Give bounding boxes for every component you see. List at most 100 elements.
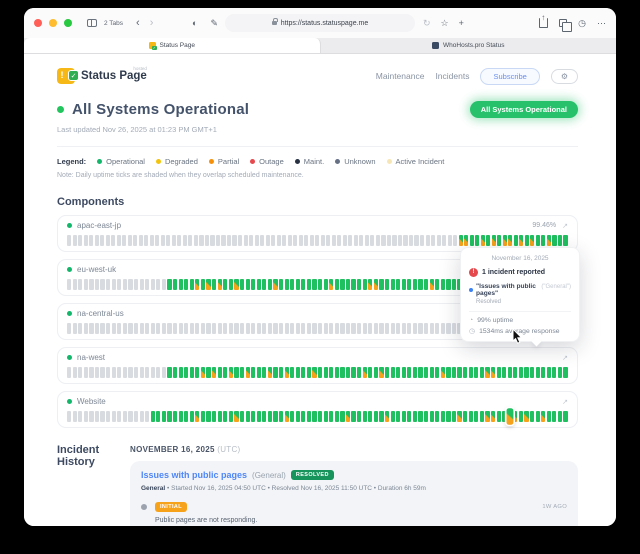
uptime-tick[interactable] — [72, 367, 77, 378]
uptime-tick[interactable] — [474, 367, 479, 378]
uptime-tick[interactable] — [340, 279, 345, 290]
reload-icon[interactable]: ↻ — [423, 17, 431, 28]
incident-title-link[interactable]: Issues with public pages — [141, 470, 248, 480]
uptime-tick[interactable] — [278, 411, 284, 422]
uptime-tick[interactable] — [276, 235, 281, 246]
uptime-tick[interactable] — [323, 323, 328, 334]
uptime-tick[interactable] — [320, 235, 325, 246]
uptime-tick[interactable] — [407, 367, 412, 378]
tab-overview-icon[interactable] — [559, 19, 573, 32]
uptime-tick[interactable] — [306, 411, 312, 422]
uptime-tick[interactable] — [78, 279, 83, 290]
uptime-tick[interactable] — [440, 411, 445, 422]
uptime-tick[interactable] — [390, 323, 395, 334]
uptime-tick[interactable] — [502, 367, 507, 378]
uptime-tick[interactable] — [156, 323, 161, 334]
uptime-tick[interactable] — [301, 323, 306, 334]
uptime-tick[interactable] — [384, 367, 390, 378]
uptime-tick[interactable] — [348, 235, 353, 246]
uptime-tick[interactable] — [172, 279, 178, 290]
uptime-tick[interactable] — [122, 323, 127, 334]
uptime-tick[interactable] — [401, 323, 406, 334]
uptime-tick[interactable] — [260, 235, 265, 246]
uptime-tick[interactable] — [111, 279, 116, 290]
uptime-tick[interactable] — [189, 411, 194, 422]
uptime-tick[interactable] — [106, 367, 111, 378]
uptime-tick[interactable] — [256, 323, 261, 334]
uptime-tick[interactable] — [401, 411, 406, 422]
uptime-tick[interactable] — [357, 323, 362, 334]
uptime-tick-hovered[interactable] — [506, 408, 514, 425]
uptime-tick[interactable] — [329, 323, 334, 334]
uptime-tick[interactable] — [301, 411, 306, 422]
uptime-tick[interactable] — [100, 235, 105, 246]
uptime-tick[interactable] — [368, 323, 373, 334]
uptime-tick[interactable] — [497, 235, 502, 246]
uptime-tick[interactable] — [206, 411, 211, 422]
uptime-tick[interactable] — [396, 411, 401, 422]
uptime-tick[interactable] — [78, 367, 83, 378]
uptime-tick[interactable] — [72, 279, 77, 290]
uptime-tick[interactable] — [541, 235, 546, 246]
uptime-tick[interactable] — [502, 411, 507, 422]
uptime-tick[interactable] — [284, 411, 289, 422]
uptime-tick[interactable] — [72, 411, 77, 422]
uptime-tick[interactable] — [329, 367, 334, 378]
uptime-tick[interactable] — [345, 323, 351, 334]
uptime-tick[interactable] — [150, 367, 155, 378]
uptime-tick[interactable] — [156, 411, 161, 422]
uptime-tick[interactable] — [245, 279, 250, 290]
expand-icon[interactable]: ↗ — [562, 354, 568, 362]
uptime-tick[interactable] — [94, 323, 100, 334]
uptime-tick[interactable] — [67, 235, 72, 246]
uptime-tick[interactable] — [351, 323, 356, 334]
uptime-tick[interactable] — [364, 235, 369, 246]
uptime-tick[interactable] — [507, 367, 512, 378]
uptime-tick[interactable] — [267, 367, 272, 378]
uptime-tick[interactable] — [451, 367, 457, 378]
reader-mode-icon[interactable]: ◐ — [192, 17, 198, 28]
uptime-tick[interactable] — [323, 279, 328, 290]
uptime-tick[interactable] — [552, 367, 557, 378]
uptime-tick[interactable] — [429, 323, 434, 334]
uptime-tick[interactable] — [290, 279, 295, 290]
uptime-tick[interactable] — [362, 323, 367, 334]
uptime-tick[interactable] — [357, 279, 362, 290]
uptime-tick[interactable] — [414, 235, 419, 246]
uptime-tick[interactable] — [133, 411, 139, 422]
uptime-tick[interactable] — [212, 367, 217, 378]
uptime-tick[interactable] — [128, 323, 133, 334]
uptime-tick[interactable] — [496, 367, 501, 378]
uptime-tick[interactable] — [451, 411, 457, 422]
uptime-tick[interactable] — [128, 411, 133, 422]
uptime-tick[interactable] — [184, 367, 189, 378]
history-clock-icon[interactable]: ◷ — [578, 17, 586, 28]
uptime-tick[interactable] — [256, 279, 261, 290]
uptime-tick[interactable] — [184, 411, 189, 422]
uptime-tick[interactable] — [273, 279, 278, 290]
uptime-tick[interactable] — [309, 235, 314, 246]
uptime-tick[interactable] — [396, 279, 401, 290]
uptime-tick[interactable] — [200, 323, 206, 334]
uptime-tick[interactable] — [379, 411, 384, 422]
uptime-tick[interactable] — [401, 279, 406, 290]
uptime-tick[interactable] — [262, 411, 267, 422]
uptime-tick[interactable] — [245, 411, 250, 422]
uptime-tick[interactable] — [301, 279, 306, 290]
share-icon[interactable] — [539, 13, 549, 28]
browser-tab-2[interactable]: WhoHosts.pro Status — [321, 38, 617, 53]
uptime-tick[interactable] — [541, 367, 546, 378]
uptime-tick[interactable] — [256, 367, 261, 378]
uptime-tick[interactable] — [351, 367, 356, 378]
uptime-tick[interactable] — [284, 323, 289, 334]
uptime-tick[interactable] — [273, 411, 278, 422]
uptime-tick[interactable] — [464, 235, 469, 246]
uptime-tick[interactable] — [392, 235, 397, 246]
uptime-tick[interactable] — [184, 323, 189, 334]
uptime-tick[interactable] — [89, 279, 94, 290]
uptime-tick[interactable] — [513, 235, 518, 246]
uptime-tick[interactable] — [78, 411, 83, 422]
uptime-tick[interactable] — [429, 367, 434, 378]
uptime-tick[interactable] — [306, 367, 312, 378]
uptime-tick[interactable] — [83, 367, 88, 378]
